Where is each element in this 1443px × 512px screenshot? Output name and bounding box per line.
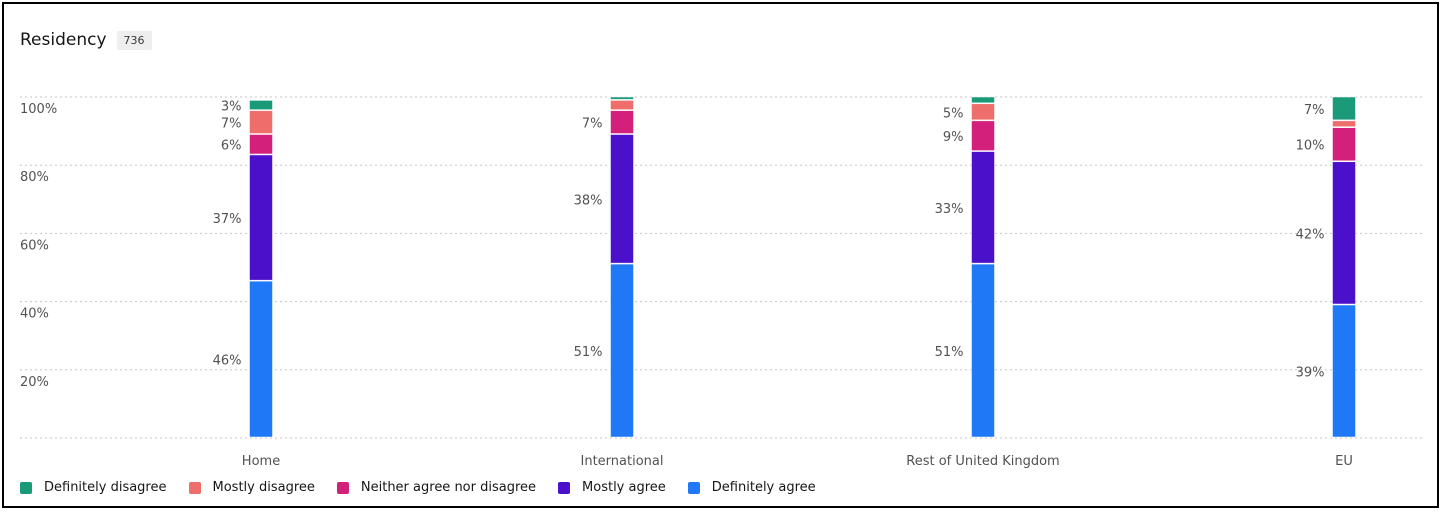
x-tick-label: EU — [1335, 454, 1353, 469]
data-label: 39% — [1296, 366, 1325, 381]
data-label: 9% — [943, 130, 964, 145]
bar-segment — [1332, 127, 1356, 162]
chart-header: Residency 736 — [20, 30, 152, 50]
legend-label: Mostly disagree — [212, 480, 315, 495]
y-tick-label: 100% — [20, 102, 57, 117]
bar-segment — [1332, 304, 1356, 438]
legend-label: Definitely agree — [711, 480, 816, 495]
bar-segment — [610, 134, 634, 264]
y-axis-ticks: 100% 80% 60% 40% 20% — [20, 102, 57, 390]
grid-layer — [20, 96, 1425, 439]
bar-segment — [971, 263, 995, 438]
data-label: 46% — [213, 354, 242, 369]
legend-item[interactable]: Definitely agree — [687, 480, 816, 495]
y-tick-label: 20% — [20, 375, 49, 390]
bar-segment — [610, 96, 634, 100]
bar-segment — [249, 110, 273, 134]
data-label: 51% — [935, 345, 964, 360]
data-label: 33% — [935, 202, 964, 217]
legend-label: Mostly agree — [582, 480, 666, 495]
bar-segment — [249, 134, 273, 155]
data-label: 5% — [943, 106, 964, 121]
chart-title: Residency — [20, 30, 107, 50]
bar-segment — [610, 100, 634, 110]
data-label: 6% — [221, 139, 242, 154]
x-axis-ticks: Home International Rest of United Kingdom E… — [242, 454, 1353, 469]
bar-segment — [971, 120, 995, 151]
data-label: 7% — [582, 117, 603, 132]
data-label: 42% — [1296, 227, 1325, 242]
data-label: 38% — [574, 193, 603, 208]
y-tick-label: 60% — [20, 238, 49, 253]
data-labels-layer: 46% 37% 6% 7% 3% 51% 38% 7% 51% 33% 9% 5% 39% 42% 10% 7… — [213, 100, 1325, 381]
legend-item[interactable]: Definitely disagree — [20, 480, 167, 495]
legend-item[interactable]: Mostly disagree — [188, 480, 315, 495]
bar-segment — [971, 96, 995, 104]
y-tick-label: 80% — [20, 170, 49, 185]
legend-label: Definitely disagree — [44, 480, 167, 495]
bar-segment — [971, 151, 995, 264]
bars-layer — [249, 96, 1356, 438]
data-label: 10% — [1296, 139, 1325, 154]
bar-segment — [610, 263, 634, 438]
legend-swatch — [336, 481, 349, 494]
legend-item[interactable]: Neither agree nor disagree — [336, 480, 537, 495]
x-tick-label: Rest of United Kingdom — [906, 454, 1059, 469]
legend-label: Neither agree nor disagree — [360, 480, 537, 495]
response-count-badge: 736 — [116, 30, 152, 50]
data-label: 51% — [574, 345, 603, 360]
data-label: 3% — [221, 100, 242, 115]
x-tick-label: Home — [242, 454, 280, 469]
x-tick-label: International — [581, 454, 664, 469]
data-label: 7% — [1304, 103, 1325, 118]
bar-segment — [610, 110, 634, 134]
legend: Definitely disagree Mostly disagree Neithe… — [20, 480, 838, 495]
bar-segment — [249, 100, 273, 110]
data-label: 37% — [213, 212, 242, 227]
y-tick-label: 40% — [20, 307, 49, 322]
bar-segment — [249, 280, 273, 438]
stacked-bar-chart: 100% 80% 60% 40% 20% 46% 37% 6% 7% 3% 51% 38% 7% 51%… — [20, 96, 1425, 469]
bar-segment — [249, 154, 273, 281]
legend-swatch — [558, 481, 571, 494]
legend-swatch — [687, 481, 700, 494]
legend-swatch — [20, 481, 32, 494]
data-label: 7% — [221, 117, 242, 132]
bar-segment — [1332, 161, 1356, 305]
bar-segment — [1332, 96, 1356, 121]
bar-segment — [971, 103, 995, 121]
bar-segment — [1332, 120, 1356, 127]
legend-item[interactable]: Mostly agree — [558, 480, 666, 495]
legend-swatch — [188, 481, 201, 494]
